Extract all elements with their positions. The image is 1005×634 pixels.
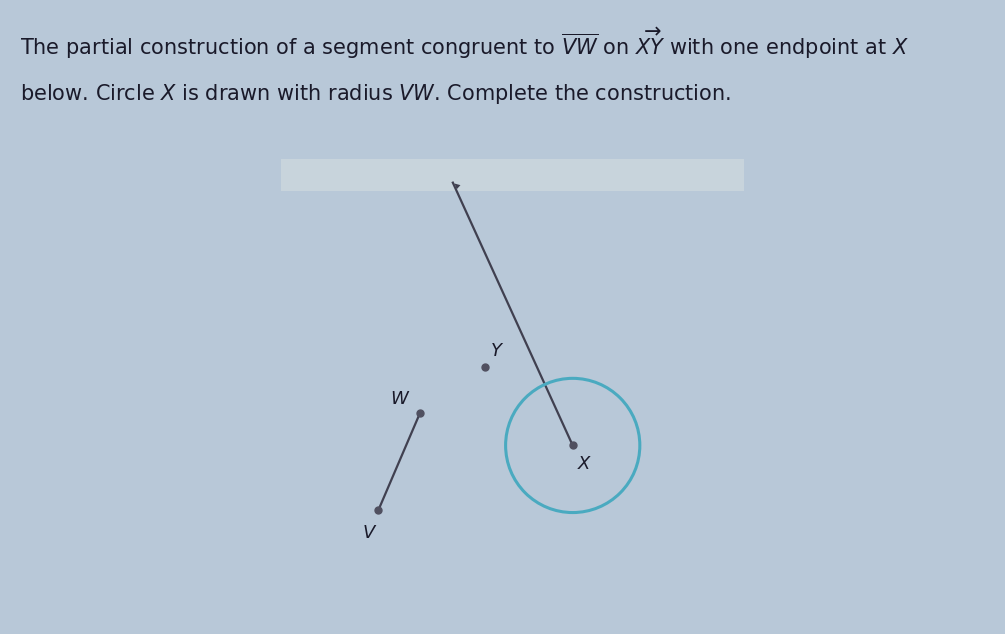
Text: The partial construction of a segment congruent to $\overline{VW}$ on $\overrigh: The partial construction of a segment co… — [20, 25, 910, 61]
Text: Y: Y — [490, 342, 501, 359]
Text: W: W — [390, 390, 408, 408]
FancyBboxPatch shape — [281, 158, 744, 191]
Text: X: X — [578, 455, 591, 473]
Text: below. Circle $X$ is drawn with radius $VW$. Complete the construction.: below. Circle $X$ is drawn with radius $… — [20, 82, 732, 107]
Text: V: V — [363, 524, 375, 542]
